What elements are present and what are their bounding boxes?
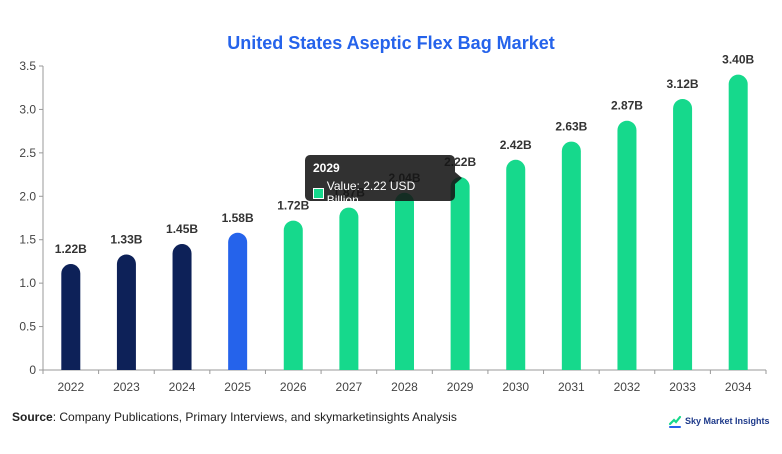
y-tick-label: 3.0 [19, 102, 36, 116]
x-tick-label: 2033 [669, 380, 696, 394]
bar [61, 264, 81, 370]
y-tick-label: 2.5 [19, 146, 36, 160]
bar [561, 141, 581, 370]
y-tick-label: 1.0 [19, 276, 36, 290]
chart-title: United States Aseptic Flex Bag Market [227, 33, 555, 53]
brand-name: Sky Market Insights [685, 416, 770, 426]
bar [339, 207, 359, 370]
y-tick-label: 0.5 [19, 320, 36, 334]
x-tick-label: 2030 [502, 380, 529, 394]
x-tick-label: 2032 [614, 380, 641, 394]
tooltip: 2029 Value: 2.22 USD Billion [305, 155, 455, 207]
bar [395, 192, 414, 370]
tooltip-value: Value: 2.22 USD Billion [326, 179, 416, 207]
x-tick-label: 2026 [280, 380, 307, 394]
x-tick-label: 2031 [558, 380, 585, 394]
data-label: 1.22B [55, 242, 87, 256]
bar [617, 120, 637, 370]
bar [228, 232, 248, 370]
y-tick-label: 3.5 [19, 59, 36, 73]
data-label: 2.42B [500, 138, 532, 152]
source-prefix: Source [12, 410, 53, 424]
x-tick-label: 2022 [57, 380, 84, 394]
bar [506, 159, 526, 370]
data-label: 2.63B [555, 120, 587, 134]
data-label: 1.58B [222, 211, 254, 225]
data-label: 1.45B [166, 222, 198, 236]
bar [673, 99, 693, 370]
data-label: 2.87B [611, 99, 643, 113]
x-tick-label: 2024 [169, 380, 196, 394]
data-label: 1.33B [110, 232, 142, 246]
bar [450, 177, 470, 370]
bar [283, 220, 303, 370]
brand-logo-icon [668, 415, 682, 428]
brand-logo[interactable]: Sky Market Insights [668, 414, 770, 428]
x-tick-label: 2028 [391, 380, 418, 394]
x-tick-label: 2034 [725, 380, 752, 394]
x-tick-label: 2027 [336, 380, 363, 394]
data-label: 3.12B [667, 77, 699, 91]
bar [728, 74, 748, 370]
x-tick-label: 2025 [224, 380, 251, 394]
tooltip-swatch [313, 187, 324, 199]
tooltip-title: 2029 [313, 161, 340, 175]
data-label: 3.40B [722, 53, 754, 67]
source-note: Source: Company Publications, Primary In… [12, 410, 457, 424]
data-label: 1.72B [277, 199, 309, 213]
x-tick-label: 2023 [113, 380, 140, 394]
source-text: : Company Publications, Primary Intervie… [52, 410, 457, 424]
y-tick-label: 0 [29, 363, 36, 377]
tooltip-arrow [455, 172, 462, 184]
x-tick-label: 2029 [447, 380, 474, 394]
y-tick-label: 2.0 [19, 189, 36, 203]
y-tick-label: 1.5 [19, 233, 36, 247]
bar [172, 244, 192, 370]
bar [116, 254, 136, 370]
